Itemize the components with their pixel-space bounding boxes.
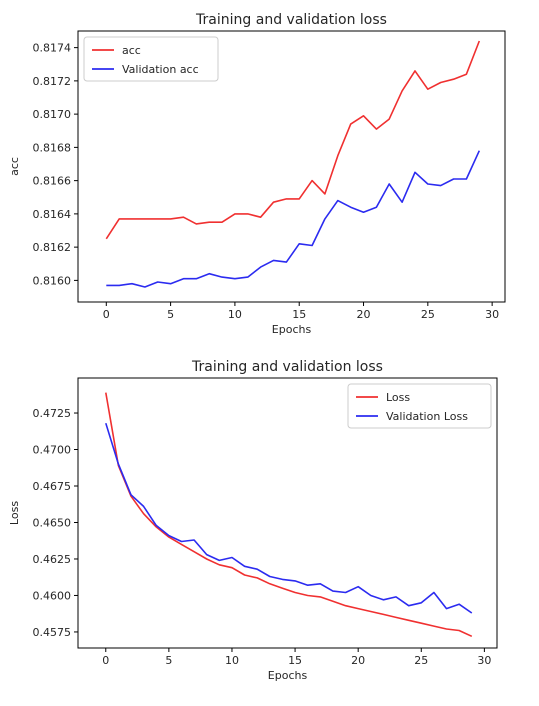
x-axis-label: Epochs (272, 323, 312, 336)
x-tick-label: 5 (165, 654, 172, 667)
y-tick-label: 0.4575 (33, 626, 72, 639)
x-tick-label: 20 (357, 308, 371, 321)
series-line-1 (105, 40, 481, 240)
y-tick-label: 0.8174 (33, 42, 72, 55)
legend: Loss Validation Loss (347, 383, 492, 429)
legend-label: Validation Loss (386, 410, 468, 423)
y-tick-label: 0.8164 (33, 208, 72, 221)
y-tick-label: 0.4600 (33, 589, 72, 602)
series-line-2 (106, 150, 481, 288)
legend-label: acc (122, 44, 141, 57)
plot-frame (77, 30, 506, 303)
y-tick-label: 0.4700 (33, 444, 72, 457)
plot-frame (77, 377, 498, 649)
x-tick-label: 5 (167, 308, 174, 321)
y-tick-label: 0.4650 (33, 516, 72, 529)
y-tick-label: 0.8172 (33, 75, 72, 88)
y-tick-label: 0.8162 (33, 241, 72, 254)
legend-box (83, 36, 219, 82)
chart-title: Training and validation loss (191, 359, 383, 375)
y-axis-label: acc (8, 157, 21, 176)
series-line-1 (105, 392, 473, 638)
x-tick-label: 30 (485, 308, 499, 321)
x-tick-label: 0 (102, 654, 109, 667)
y-tick-label: 0.8168 (33, 141, 72, 154)
y-axis-label: Loss (8, 501, 21, 525)
x-tick-label: 10 (228, 308, 242, 321)
chart-title: Training and validation loss (195, 12, 387, 28)
y-tick-label: 0.8166 (33, 175, 72, 188)
x-axis-label: Epochs (268, 669, 308, 682)
y-tick-label: 0.8160 (33, 274, 72, 287)
series-line-2 (105, 422, 473, 614)
legend: acc Validation acc (83, 36, 219, 82)
x-tick-label: 0 (103, 308, 110, 321)
y-tick-label: 0.4725 (33, 407, 72, 420)
chart-1: Training and validation loss 0 5 10 15 20 25 30… (8, 12, 506, 336)
x-tick-label: 15 (292, 308, 306, 321)
x-tick-label: 25 (414, 654, 428, 667)
x-tick-label: 25 (421, 308, 435, 321)
legend-label: Validation acc (122, 63, 199, 76)
legend-box (347, 383, 492, 429)
y-tick-label: 0.4625 (33, 553, 72, 566)
chart-2: Training and validation loss 0 5 10 15 20 25 30… (8, 359, 498, 682)
x-tick-label: 10 (225, 654, 239, 667)
x-tick-label: 30 (477, 654, 491, 667)
y-tick-label: 0.8170 (33, 108, 72, 121)
legend-label: Loss (386, 391, 410, 404)
x-tick-label: 15 (288, 654, 302, 667)
x-tick-label: 20 (351, 654, 365, 667)
y-tick-label: 0.4675 (33, 480, 72, 493)
